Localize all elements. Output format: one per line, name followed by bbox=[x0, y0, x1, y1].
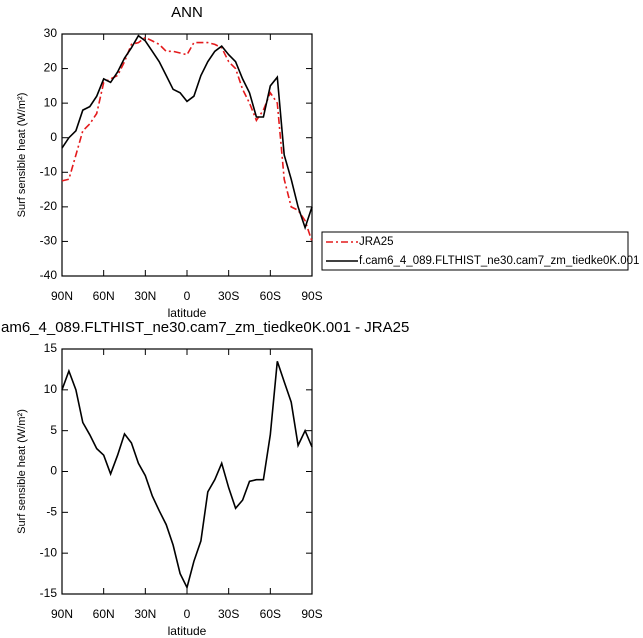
y-tick-label: 20 bbox=[44, 61, 58, 75]
y-tick-label: -15 bbox=[40, 586, 58, 600]
x-tick-label: 0 bbox=[184, 289, 191, 303]
x-tick-label: 30S bbox=[218, 289, 239, 303]
data-line bbox=[61, 36, 313, 242]
data-line bbox=[61, 361, 313, 590]
x-tick-label: 0 bbox=[184, 607, 191, 621]
y-tick-label: -20 bbox=[40, 199, 58, 213]
x-tick-label: 60S bbox=[260, 289, 281, 303]
x-tick-label: 30N bbox=[134, 607, 156, 621]
y-tick-label: 0 bbox=[50, 464, 57, 478]
y-tick-label: -30 bbox=[40, 234, 58, 248]
x-tick-label: 60N bbox=[93, 289, 115, 303]
y-tick-label: 30 bbox=[44, 26, 58, 40]
data-line bbox=[61, 34, 313, 231]
x-tick-label: 60N bbox=[93, 607, 115, 621]
legend-box bbox=[321, 231, 629, 271]
x-tick-label: 30S bbox=[218, 607, 239, 621]
chart-title: ANN bbox=[171, 4, 203, 21]
y-tick-label: -10 bbox=[40, 164, 58, 178]
y-tick-label: 5 bbox=[50, 423, 57, 437]
y-tick-label: -10 bbox=[40, 545, 58, 559]
y-tick-label: -5 bbox=[46, 505, 57, 519]
chart-title: am6_4_089.FLTHIST_ne30.cam7_zm_tiedke0K.… bbox=[1, 319, 409, 336]
y-tick-label: 10 bbox=[44, 95, 58, 109]
x-tick-label: 90S bbox=[301, 607, 322, 621]
y-axis-label: Surf sensible heat (W/m²) bbox=[16, 93, 28, 218]
x-tick-label: 90N bbox=[51, 289, 73, 303]
legend-label: JRA25 bbox=[359, 236, 394, 248]
x-tick-label: 90S bbox=[301, 289, 322, 303]
y-axis-label: Surf sensible heat (W/m²) bbox=[16, 409, 28, 534]
x-axis-label: latitude bbox=[168, 624, 207, 638]
y-tick-label: 10 bbox=[44, 382, 58, 396]
x-axis-label: latitude bbox=[168, 306, 207, 320]
plot-frame bbox=[61, 33, 313, 277]
x-tick-label: 90N bbox=[51, 607, 73, 621]
y-tick-label: 15 bbox=[44, 341, 58, 355]
y-tick-label: -40 bbox=[40, 268, 58, 282]
x-tick-label: 60S bbox=[260, 607, 281, 621]
legend-label: f.cam6_4_089.FLTHIST_ne30.cam7_zm_tiedke… bbox=[359, 255, 639, 267]
y-tick-label: 0 bbox=[50, 130, 57, 144]
x-tick-label: 30N bbox=[134, 289, 156, 303]
